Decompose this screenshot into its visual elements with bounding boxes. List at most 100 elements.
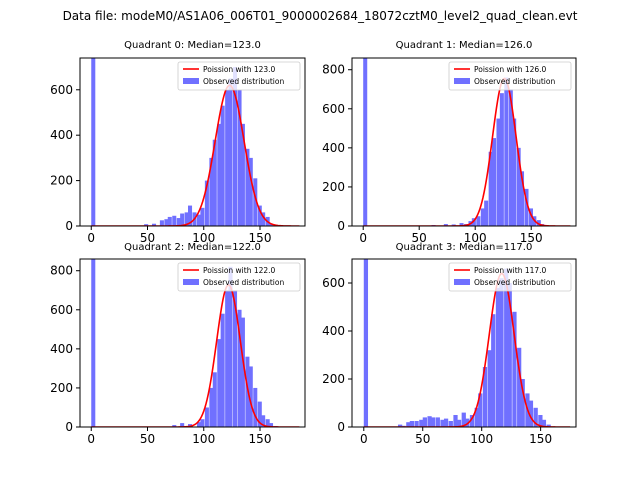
histogram-bar [91,58,96,226]
histogram-bar [245,148,250,226]
histogram-bar [248,366,253,427]
histogram-bar [528,400,534,427]
legend-line-label: Poission with 117.0 [474,266,547,275]
histogram-bar [397,424,403,427]
panel-title: Quadrant 1: Median=126.0 [396,40,533,51]
histogram-bar [541,419,547,427]
legend-box [448,262,572,292]
x-tick-label: 50 [140,432,155,446]
y-tick-label: 400 [50,342,73,356]
histogram-bar [167,216,172,226]
legend-box [177,61,301,91]
histogram-bar [204,180,209,226]
histogram-bar [459,223,464,226]
histogram-bar [172,215,177,226]
histogram-bar [409,421,415,427]
axes-frame [351,258,577,428]
legend-bar-swatch [454,78,470,84]
histogram-bar [440,419,445,427]
legend-bar-swatch [183,78,199,84]
histogram-bar [172,425,177,427]
histogram-bar [233,290,238,427]
histogram-bar [491,314,496,427]
legend-box [448,61,572,91]
legend-bar-label: Observed distribution [474,77,555,86]
histogram-bar [516,147,521,226]
y-tick-label: 800 [50,264,73,278]
histogram-bar [269,223,274,226]
x-tick-label: 150 [529,432,552,446]
histogram-bar [240,317,245,427]
x-tick-label: 50 [415,432,430,446]
x-tick-label: 0 [360,432,368,446]
poisson-line [363,77,571,226]
plot-area [91,58,300,226]
histogram-bar [212,372,217,427]
panel-0: Quadrant 0: Median=123.0 0 50 100 150 0 200 40… [50,40,306,245]
y-tick-label: 600 [322,276,345,290]
histogram-bar [363,259,369,427]
histogram-bar [180,423,185,427]
legend-bar-label: Observed distribution [203,278,284,287]
legend: Poission with 123.0 Observed distributio… [177,61,301,91]
histogram-bar [536,220,541,226]
histogram-bar [164,219,169,226]
y-tick-label: 0 [65,420,73,434]
histogram-bar [524,188,529,226]
panel-title: Quadrant 3: Median=117.0 [396,242,533,253]
histogram-bar [233,67,238,226]
histogram-bar [253,178,258,226]
histogram-bar [209,387,214,427]
poisson-line [91,84,300,226]
histogram-bar [200,207,205,226]
legend-line-label: Poission with 126.0 [474,65,547,74]
panel-1: Quadrant 1: Median=126.0 0 50 100 150 0 200 40… [322,40,577,245]
histogram-bar [237,309,242,427]
plot-area [363,58,571,226]
histogram-bar [484,200,489,226]
panel-3: Quadrant 3: Median=117.0 0 50 100 150 0 200 40… [322,242,577,446]
histogram-bar [261,212,266,226]
histogram-bar [240,123,245,226]
y-tick-label: 200 [50,381,73,395]
legend-line-label: Poission with 122.0 [203,266,276,275]
histogram-bar [188,205,193,226]
histogram-bar [209,157,214,226]
legend-bar-swatch [183,279,199,285]
histogram-bar [512,311,517,427]
histogram-bar [228,266,233,427]
histogram-bar [414,421,419,427]
histogram-bar [220,313,225,427]
histogram-bar [520,171,525,226]
histogram-bar [443,224,448,226]
histogram-bar [538,415,543,427]
x-tick-label: 100 [470,432,493,446]
histogram-bar [144,224,149,226]
histogram-bar [499,278,504,427]
histogram-bar [204,407,209,427]
histogram-bar [197,214,202,226]
histogram-bar [469,415,475,427]
poisson-line [91,283,300,427]
histogram-bar [482,367,488,427]
axes-frame [79,57,306,227]
histogram-bar [508,89,513,226]
panel-title: Quadrant 0: Median=123.0 [124,40,261,51]
y-tick-label: 600 [50,83,73,97]
histogram-bar [406,422,411,427]
y-tick-label: 0 [337,420,345,434]
x-tick-label: 50 [412,231,427,245]
legend-bar-label: Observed distribution [474,278,555,287]
histogram-bar [533,407,538,427]
y-tick-label: 400 [50,128,73,142]
histogram-bar [512,118,517,226]
x-tick-label: 100 [192,432,215,446]
histogram-bar [269,423,274,427]
histogram-bar [504,268,509,427]
axes-frame [351,57,577,227]
histogram-bar [212,139,217,226]
histogram-bar [507,283,512,427]
x-tick-label: 50 [140,231,155,245]
y-tick-label: 0 [65,219,73,233]
